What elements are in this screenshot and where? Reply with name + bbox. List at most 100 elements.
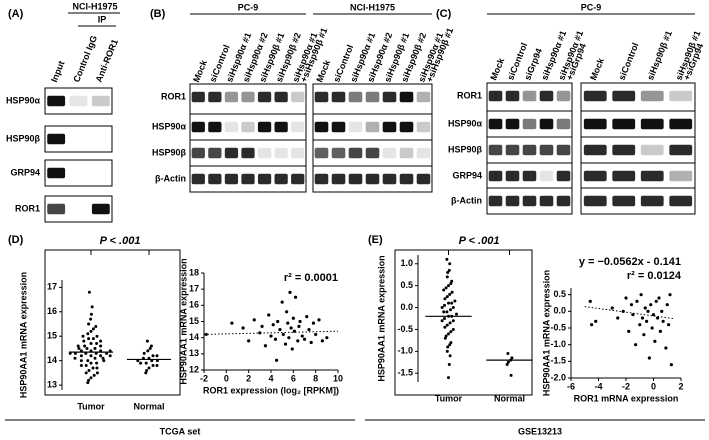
y-tick-label: 0.0	[400, 302, 413, 312]
data-point	[449, 330, 453, 334]
data-point	[325, 336, 329, 340]
data-point	[656, 316, 660, 320]
x-tick-label: -6	[567, 381, 575, 391]
data-point	[624, 296, 628, 300]
group-title: PC-9	[581, 2, 602, 12]
data-point	[654, 299, 658, 303]
data-point	[646, 309, 650, 313]
y-tick-label: 17	[47, 282, 57, 292]
blot-band	[522, 170, 537, 182]
blot-band	[291, 121, 305, 133]
row-label: GRP94	[10, 167, 40, 177]
x-tick-label: 0	[224, 373, 229, 383]
data-point	[314, 332, 318, 337]
blot-band	[208, 147, 222, 159]
y-tick-label: 15	[189, 316, 199, 326]
y-tick-label: 1.0	[400, 258, 413, 268]
data-point	[155, 354, 159, 358]
blot-band	[291, 91, 305, 103]
x-tick-label: 10	[333, 373, 343, 383]
data-point	[95, 366, 99, 370]
blot-band	[274, 173, 288, 185]
group-title: PC-9	[238, 2, 259, 12]
data-point	[305, 315, 309, 319]
panel-label: (A)	[8, 8, 24, 20]
blot-band	[556, 144, 571, 156]
data-point	[442, 310, 446, 314]
blot-band	[241, 173, 255, 185]
blot-band	[224, 147, 239, 159]
data-point	[639, 293, 643, 297]
data-point	[82, 339, 86, 343]
data-point	[317, 318, 321, 322]
data-point	[91, 366, 95, 370]
blot-band	[348, 173, 363, 185]
data-point	[81, 334, 85, 338]
data-point	[309, 340, 313, 345]
data-point	[146, 349, 150, 353]
blot-band	[416, 121, 431, 133]
blot-band	[556, 195, 571, 207]
row-label: HSP90α	[152, 121, 187, 131]
row-label: ROR1	[161, 91, 186, 101]
y-tick-label: -2.0	[550, 372, 566, 382]
blot-band	[191, 121, 205, 133]
data-point	[447, 332, 450, 336]
data-point	[296, 339, 300, 343]
data-point	[450, 290, 454, 294]
blot-band	[241, 147, 255, 159]
blot-band	[556, 170, 571, 182]
data-point	[87, 378, 91, 382]
blot-band	[612, 170, 636, 182]
blot-band	[539, 144, 554, 156]
blot-band	[241, 91, 255, 103]
data-point	[442, 288, 446, 292]
data-point	[145, 368, 149, 372]
data-point	[453, 299, 457, 303]
data-point	[288, 290, 292, 294]
blot-band	[69, 95, 88, 107]
data-point	[144, 371, 148, 375]
data-point	[83, 344, 87, 348]
data-point	[77, 346, 81, 350]
data-point	[307, 327, 311, 332]
data-point	[297, 324, 301, 328]
blot-band	[416, 91, 431, 103]
data-point	[87, 368, 91, 372]
blot-band	[47, 167, 66, 179]
data-point	[92, 373, 96, 377]
x-tick-label: -4	[594, 381, 602, 391]
x-tick-label: 6	[291, 373, 296, 383]
blot-band	[257, 121, 272, 133]
blot-band	[291, 147, 305, 159]
data-point	[286, 321, 290, 325]
blot-band	[47, 95, 66, 107]
blot-band	[382, 147, 397, 159]
data-point	[149, 344, 153, 348]
blot-band	[224, 173, 239, 185]
blot-band	[488, 195, 503, 207]
data-point	[94, 324, 98, 328]
blot-band	[208, 121, 222, 133]
data-point	[668, 293, 672, 297]
y-tick-label: 16	[47, 306, 57, 316]
blot-band	[208, 91, 222, 103]
blot-band	[331, 147, 346, 159]
blot-band	[382, 91, 397, 103]
data-point	[73, 356, 77, 360]
data-point	[669, 363, 673, 367]
y-tick-label: -1.0	[550, 339, 566, 349]
blot-band	[583, 170, 607, 182]
blot-band	[505, 90, 520, 102]
y-axis-label: HSP90AA1 mRNA expression	[376, 255, 386, 381]
blot-band	[669, 170, 693, 182]
data-point	[86, 359, 90, 363]
data-point	[443, 303, 446, 307]
data-point	[320, 339, 324, 343]
annotation: r² = 0.0001	[284, 272, 338, 284]
x-tick-label: 8	[313, 373, 318, 383]
blot-band	[348, 91, 363, 103]
data-point	[451, 327, 455, 331]
data-point	[509, 373, 513, 377]
